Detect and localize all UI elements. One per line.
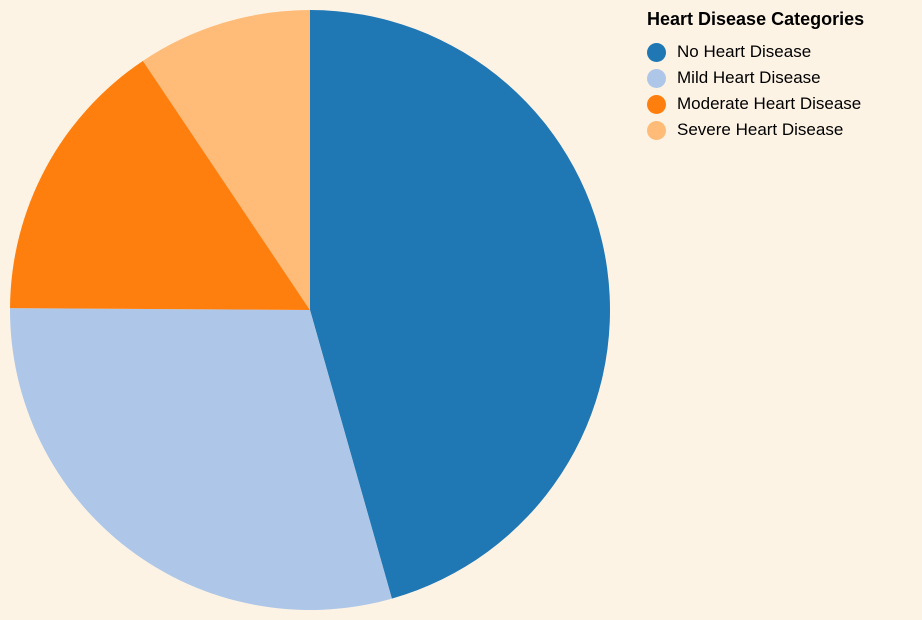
legend-title: Heart Disease Categories bbox=[647, 9, 865, 29]
legend: Heart Disease Categories No Heart Diseas… bbox=[647, 9, 864, 143]
pie-slice-mild-heart-disease bbox=[9, 308, 392, 610]
pie-slice-no-heart-disease bbox=[310, 10, 611, 599]
legend-swatch-icon bbox=[647, 68, 666, 88]
legend-item-severe-heart-disease: Severe Heart Disease bbox=[647, 117, 864, 143]
pie-slice-moderate-heart-disease bbox=[10, 60, 311, 311]
legend-label: No Heart Disease bbox=[677, 42, 812, 61]
legend-label: Severe Heart Disease bbox=[677, 120, 844, 139]
legend-item-no-heart-disease: No Heart Disease bbox=[647, 39, 864, 65]
legend-label: Moderate Heart Disease bbox=[677, 94, 862, 113]
legend-item-mild-heart-disease: Mild Heart Disease bbox=[647, 65, 864, 91]
legend-item-moderate-heart-disease: Moderate Heart Disease bbox=[647, 91, 864, 117]
legend-swatch-icon bbox=[647, 94, 666, 114]
pie-slice-severe-heart-disease bbox=[142, 10, 310, 310]
legend-swatch-icon bbox=[647, 42, 666, 62]
legend-swatch-icon bbox=[647, 120, 666, 140]
legend-label: Mild Heart Disease bbox=[677, 68, 821, 87]
